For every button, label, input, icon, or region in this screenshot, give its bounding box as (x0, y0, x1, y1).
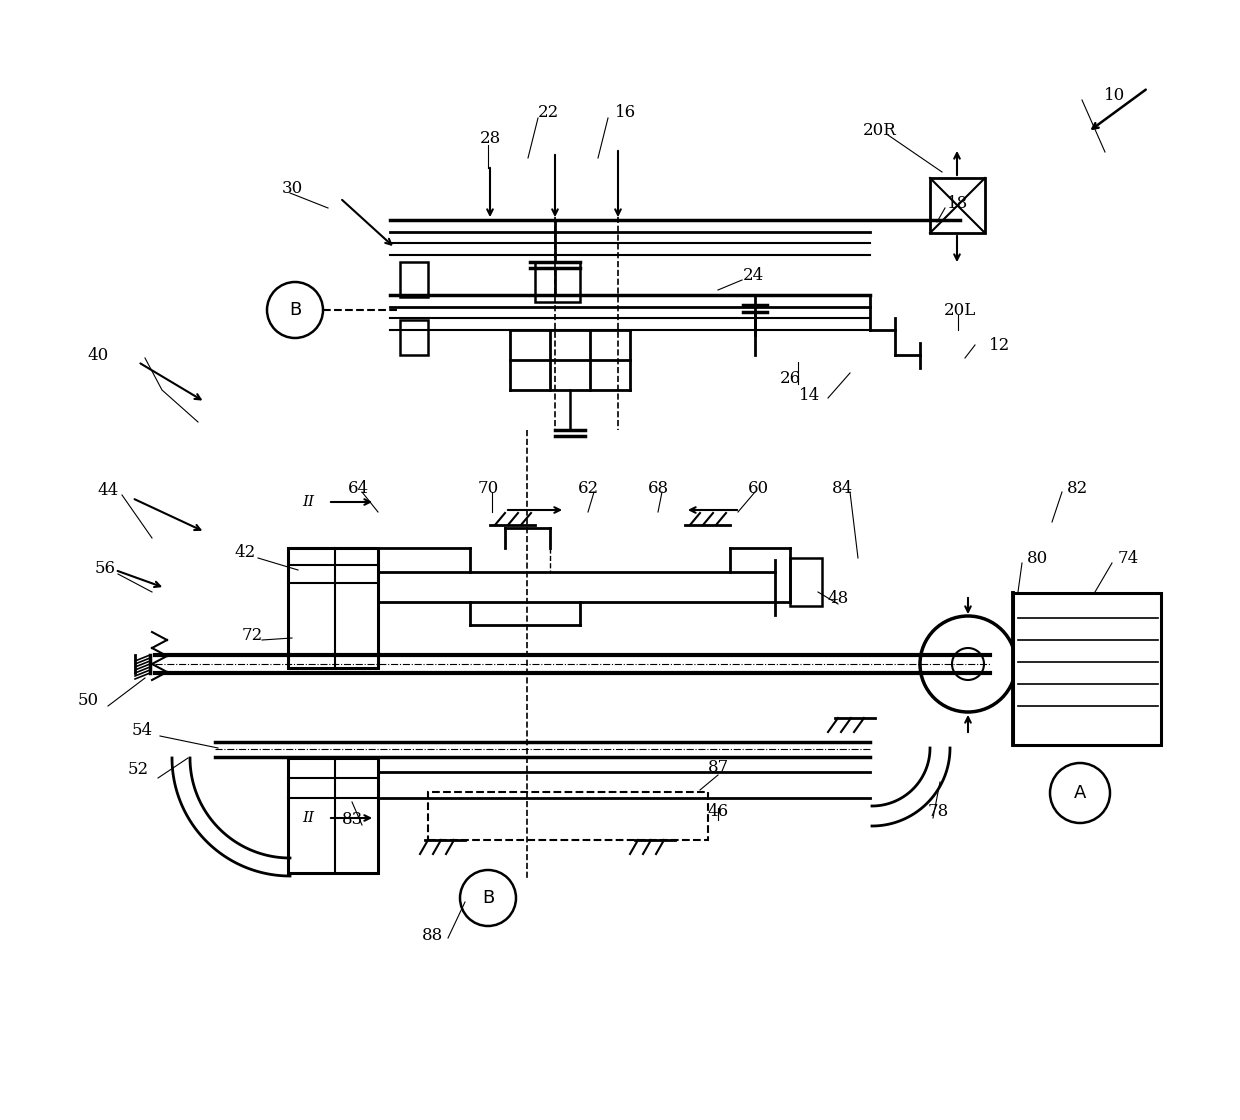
Bar (790, 558, 822, 606)
Text: 40: 40 (87, 346, 109, 364)
Text: 42: 42 (234, 543, 255, 560)
Text: B: B (289, 301, 301, 319)
Text: 78: 78 (928, 803, 949, 821)
Text: II: II (303, 495, 314, 508)
Circle shape (267, 282, 322, 338)
Text: 74: 74 (1117, 550, 1138, 567)
Text: 54: 54 (131, 721, 153, 738)
Text: 56: 56 (94, 560, 115, 577)
Text: 60: 60 (748, 479, 769, 496)
Text: A: A (1074, 784, 1086, 802)
Text: 18: 18 (947, 195, 968, 212)
Bar (930, 178, 985, 233)
Text: 46: 46 (708, 803, 729, 821)
Text: 16: 16 (615, 103, 636, 121)
Circle shape (920, 616, 1016, 712)
Text: 62: 62 (578, 479, 599, 496)
Bar (288, 758, 378, 872)
Text: 30: 30 (281, 179, 303, 196)
Text: II: II (303, 811, 314, 825)
Text: 10: 10 (1105, 86, 1126, 103)
Bar (288, 548, 378, 668)
Text: 20L: 20L (944, 301, 976, 318)
Text: 68: 68 (647, 479, 668, 496)
Text: 20R: 20R (863, 121, 897, 139)
Text: 87: 87 (707, 759, 729, 776)
Text: 82: 82 (1068, 479, 1089, 496)
Text: B: B (482, 889, 494, 907)
Text: 83: 83 (341, 812, 362, 829)
Circle shape (460, 870, 516, 926)
Text: 70: 70 (477, 479, 498, 496)
Bar (428, 792, 708, 840)
Text: 44: 44 (98, 482, 119, 498)
Bar (534, 262, 580, 302)
Bar (401, 262, 428, 297)
Text: 80: 80 (1028, 550, 1049, 567)
Text: 26: 26 (780, 370, 801, 386)
Circle shape (1050, 763, 1110, 823)
Text: 84: 84 (831, 479, 853, 496)
Bar (1013, 592, 1161, 745)
Text: 24: 24 (743, 267, 764, 283)
Text: 22: 22 (537, 103, 559, 121)
Bar (401, 320, 428, 355)
Text: 14: 14 (800, 386, 821, 403)
Text: 50: 50 (77, 691, 98, 709)
Text: 52: 52 (128, 762, 149, 778)
Text: 12: 12 (990, 336, 1011, 354)
Text: 48: 48 (827, 589, 848, 607)
Circle shape (952, 648, 985, 680)
Text: 72: 72 (242, 626, 263, 644)
Text: 88: 88 (422, 926, 443, 943)
Text: 64: 64 (347, 479, 368, 496)
Text: 28: 28 (480, 130, 501, 147)
